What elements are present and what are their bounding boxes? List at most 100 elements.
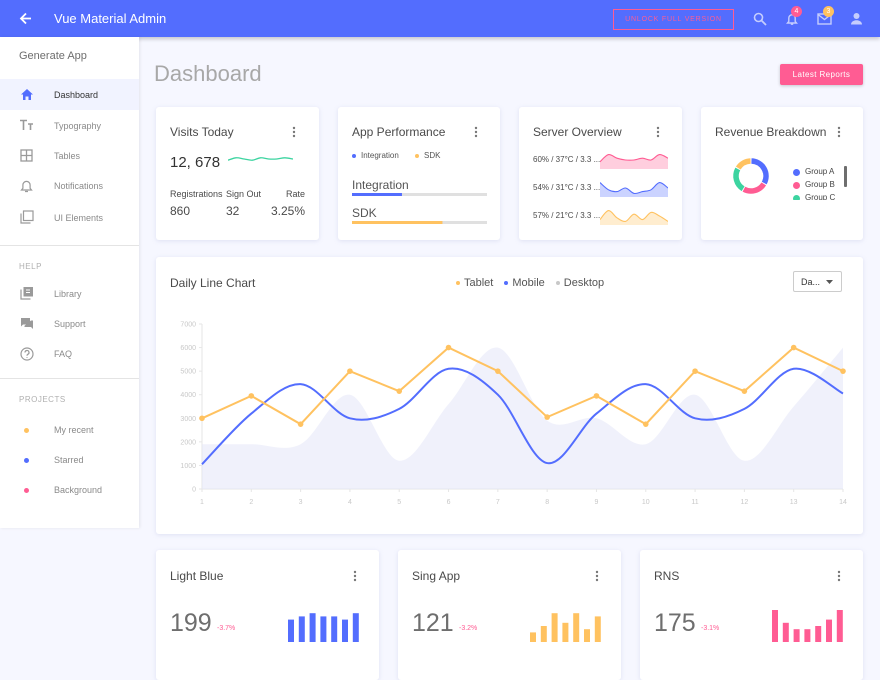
message-badge: 3 [823, 6, 834, 17]
bar-chart [288, 613, 359, 642]
card-title: Sing App [412, 569, 461, 583]
bar [551, 613, 558, 642]
select[interactable]: Da... [793, 271, 842, 292]
section-heading: PROJECTS [19, 395, 66, 404]
menu-icon[interactable] [292, 126, 296, 138]
unlock-button[interactable]: UNLOCK FULL VERSION [613, 9, 734, 30]
visits-value: 12, 678 [170, 154, 221, 171]
menu-icon[interactable] [656, 126, 660, 138]
nav-item[interactable]: FAQ [54, 349, 73, 359]
point [396, 388, 403, 394]
typography-icon [20, 119, 33, 130]
menu-icon[interactable] [837, 126, 841, 138]
back-icon[interactable] [19, 12, 32, 25]
server-label: 54% / 31°C / 3.3 ... [533, 183, 601, 192]
server-chart [600, 182, 668, 197]
y-tick-label: 5000 [180, 369, 196, 376]
project-dot [24, 488, 29, 493]
y-tick-label: 7000 [180, 322, 196, 329]
point [642, 421, 649, 427]
legend-label: SDK [424, 151, 441, 160]
x-tick-label: 6 [447, 499, 451, 506]
point [741, 388, 748, 394]
point [199, 415, 205, 422]
nav-item[interactable]: Support [54, 319, 86, 329]
menu-icon[interactable] [837, 570, 841, 582]
home-icon [21, 89, 33, 100]
notification-badge: 4 [791, 6, 802, 17]
y-tick-label: 2000 [180, 439, 196, 446]
stat-change: -3.1% [701, 625, 720, 632]
visits-card: Visits Today 12, 678 Registrations 860 S… [156, 107, 319, 240]
nav-item[interactable]: Tables [54, 151, 81, 161]
performance-card: App Performance Integration Integration SD… [338, 107, 500, 240]
page-title: Dashboard [154, 61, 262, 86]
bar [530, 632, 536, 642]
legend-dot [456, 281, 460, 285]
nav-item[interactable]: Typography [54, 121, 102, 131]
x-tick-label: 9 [595, 499, 599, 506]
line [201, 346, 844, 426]
x-tick-label: 14 [839, 499, 847, 506]
x-tick-label: 5 [397, 499, 401, 506]
nav-item[interactable]: Dashboard [54, 90, 99, 100]
y-tick-label: 0 [192, 487, 196, 494]
server-label: 60% / 37°C / 3.3 ... [533, 155, 601, 164]
x-tick-label: 4 [348, 499, 352, 506]
divider [0, 378, 139, 379]
point [692, 368, 698, 374]
menu-dot [353, 578, 357, 582]
nav-item[interactable]: Library [54, 289, 82, 299]
point [445, 344, 452, 351]
nav-item[interactable]: UI Elements [54, 213, 104, 223]
stat-value: 3.25% [270, 204, 305, 218]
bar-chart [530, 613, 601, 642]
donut-chart [733, 158, 769, 194]
project-dot [24, 458, 29, 463]
menu-dot [595, 570, 599, 574]
nav-item[interactable]: Notifications [54, 181, 104, 191]
bar [804, 629, 811, 642]
stat-card: RNS 175 -3.1% [640, 550, 863, 680]
server-chart [600, 210, 668, 225]
nav-item[interactable]: My recent [54, 425, 94, 435]
progress [352, 221, 487, 224]
card-title: Visits Today [170, 125, 234, 139]
latest-reports-button[interactable]: Latest Reports [780, 64, 863, 85]
menu-icon[interactable] [474, 126, 478, 138]
bar [815, 626, 822, 642]
app-title: Vue Material Admin [54, 11, 167, 26]
search-icon[interactable] [753, 12, 767, 26]
area [202, 347, 843, 489]
stat-label: Registrations [170, 189, 223, 199]
stat-change: -3.7% [217, 625, 236, 632]
bar-chart [772, 610, 843, 642]
legend-dot [793, 182, 800, 189]
legend-label: Tablet [464, 277, 494, 289]
legend-label: Desktop [563, 277, 605, 289]
notifications-icon [20, 180, 33, 193]
x-tick-label: 2 [249, 499, 253, 506]
line [201, 367, 844, 465]
card-title: RNS [654, 569, 680, 583]
stat-label: Rate [285, 189, 305, 199]
nav-item[interactable]: Starred [54, 455, 84, 465]
menu-icon[interactable] [595, 570, 599, 582]
server-line [600, 153, 668, 163]
server-line [600, 210, 668, 223]
legend-dot [555, 281, 560, 285]
stat-change: -3.2% [459, 625, 478, 632]
card-title: Revenue Breakdown [715, 125, 827, 139]
progress [352, 193, 487, 196]
nav-item[interactable]: Background [54, 485, 103, 495]
trend-line [228, 157, 293, 161]
menu-dot [595, 574, 599, 578]
account-icon[interactable] [850, 12, 863, 25]
menu-dot [595, 578, 599, 582]
bar [562, 622, 569, 642]
stat-value: 860 [170, 204, 191, 218]
menu-icon[interactable] [353, 570, 357, 582]
project-dot [24, 428, 29, 433]
x-tick-label: 12 [740, 499, 748, 506]
legend-dot [352, 154, 356, 158]
